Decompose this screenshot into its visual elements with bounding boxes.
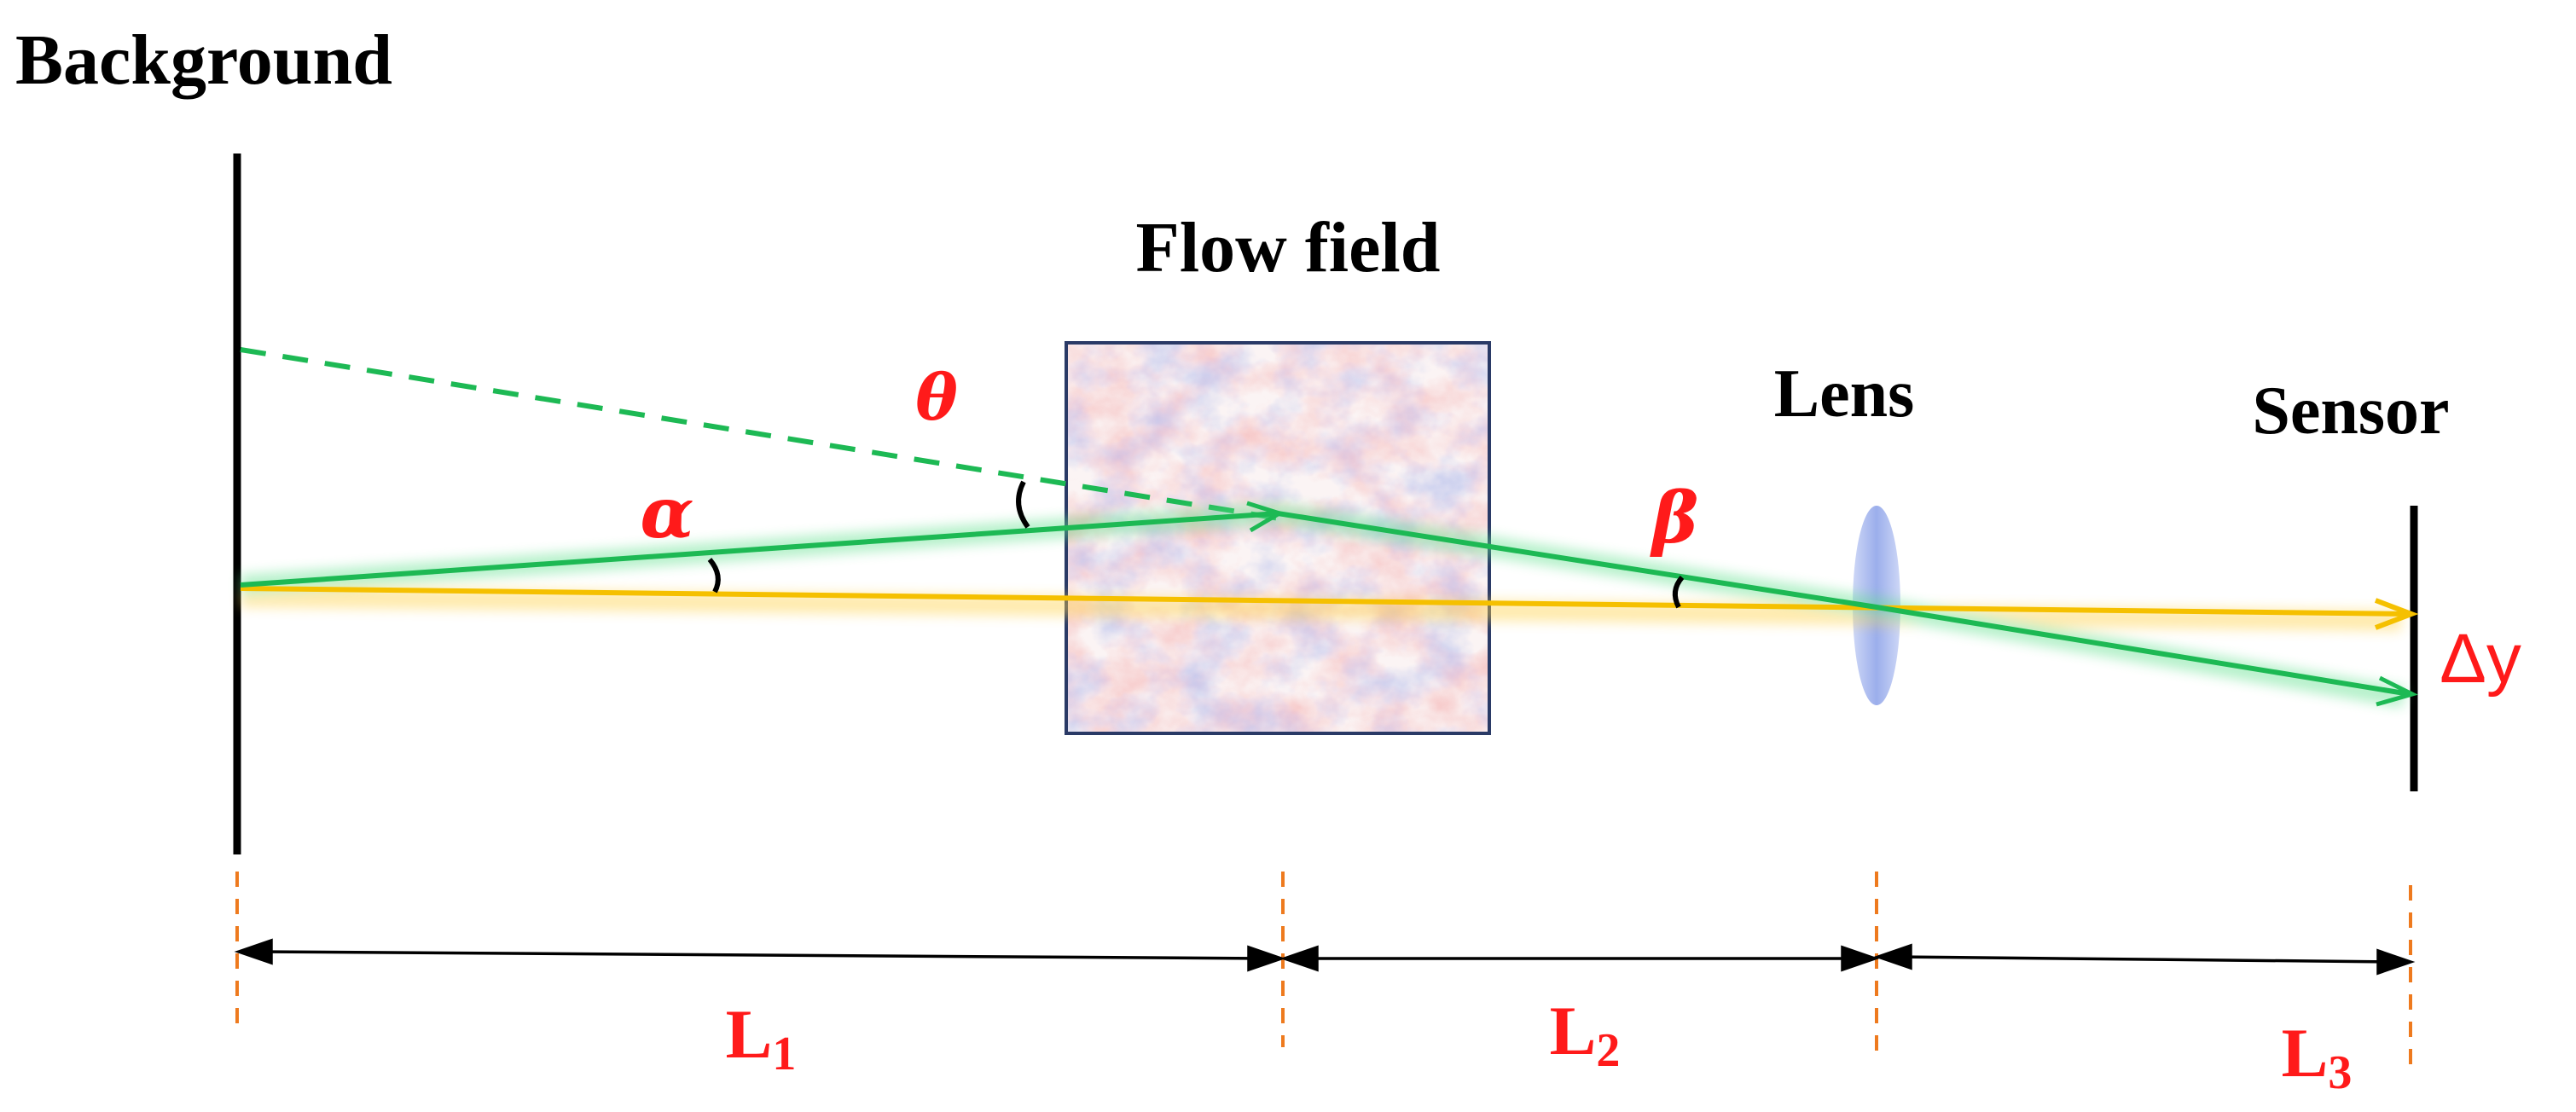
sensor-label: Sensor — [2252, 374, 2449, 449]
lens-label: Lens — [1774, 356, 1915, 431]
flow-field-label: Flow field — [1136, 208, 1441, 287]
flow-field-box — [1065, 341, 1491, 735]
alpha-arc — [707, 558, 721, 594]
deflected-ray — [240, 510, 2411, 697]
alpha-label: α — [640, 472, 693, 554]
l2-label: L2 — [1550, 992, 1621, 1077]
theta-label: θ — [915, 362, 958, 435]
beta-arc — [1672, 576, 1685, 609]
axis-ray-arrowhead — [2374, 598, 2419, 630]
theta-arc — [1016, 480, 1030, 529]
l1-arrow — [255, 950, 1268, 960]
beta-label: β — [1650, 478, 1698, 559]
delta-y-label: Δy — [2440, 620, 2521, 698]
deflected-ray-arrowhead-mid — [1246, 501, 1285, 533]
axis-ray — [240, 586, 2408, 617]
dimension-markers — [235, 872, 2412, 1066]
l1-label: L1 — [726, 995, 797, 1080]
background-label: Background — [15, 20, 392, 100]
deflected-ray-arrowhead-end — [2376, 675, 2418, 707]
l3-arrow — [1893, 955, 2396, 964]
virtual-ray — [240, 347, 1280, 521]
dimension-arrows — [234, 938, 2416, 976]
l3-label: L3 — [2282, 1014, 2353, 1099]
